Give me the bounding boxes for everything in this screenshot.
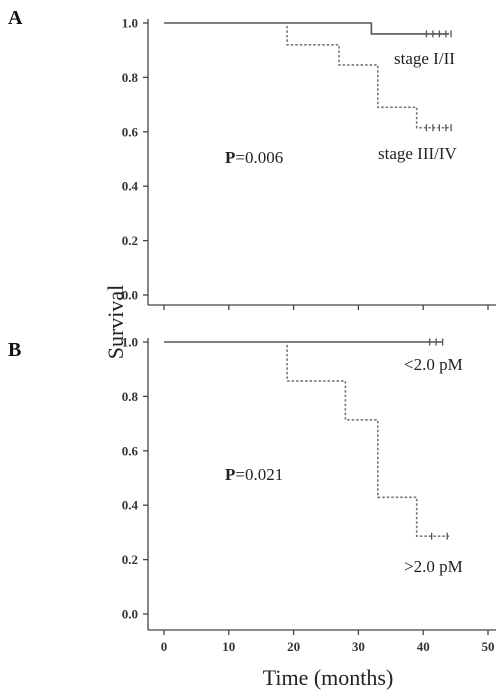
- x-tick-label: 20: [287, 639, 300, 654]
- y-tick-label: 0.2: [122, 552, 138, 567]
- p-value: P=0.021: [225, 465, 283, 484]
- y-tick-label: 0.4: [122, 498, 139, 513]
- survival-curve: [164, 22, 450, 129]
- p-value: P=0.006: [225, 148, 283, 167]
- p-value-prefix: P: [225, 465, 235, 484]
- y-tick-label: 0.0: [122, 607, 138, 622]
- p-value-number: =0.006: [235, 148, 283, 167]
- x-tick-label: 40: [417, 639, 430, 654]
- x-tick-label: 10: [222, 639, 235, 654]
- x-tick-label: 0: [161, 639, 168, 654]
- panel-a: A 0.0 0.2 0.4 0.6 0.8 1.0 stage I/II stage III/I…: [8, 7, 496, 310]
- panel-b: B 0.0 0.2 0.4 0.6 0.8 1.0 0 10 20 30 40 50 <2.0 pM >2.…: [8, 335, 496, 654]
- x-axis-title: Time (months): [263, 665, 394, 690]
- y-tick-label: 0.6: [122, 124, 139, 139]
- series-label: <2.0 pM: [404, 355, 463, 374]
- series-label: stage I/II: [394, 49, 455, 68]
- x-tick-label: 50: [482, 639, 495, 654]
- p-value-number: =0.021: [235, 465, 283, 484]
- survival-curve: [164, 22, 450, 35]
- survival-curve: [164, 341, 450, 537]
- y-tick-label: 0.8: [122, 70, 139, 85]
- y-tick-label: 0.6: [122, 443, 139, 458]
- y-tick-label: 1.0: [122, 335, 138, 350]
- panel-label: A: [8, 7, 23, 29]
- y-tick-label: 0.2: [122, 233, 138, 248]
- y-tick-label: 0.8: [122, 389, 139, 404]
- series-label: >2.0 pM: [404, 557, 463, 576]
- p-value-prefix: P: [225, 148, 235, 167]
- y-tick-label: 0.0: [122, 288, 138, 303]
- panel-label: B: [8, 339, 21, 361]
- y-tick-label: 0.4: [122, 179, 139, 194]
- y-axis-title: Survival: [103, 285, 128, 360]
- x-tick-label: 30: [352, 639, 365, 654]
- y-tick-label: 1.0: [122, 16, 138, 31]
- series-label: stage III/IV: [378, 144, 458, 163]
